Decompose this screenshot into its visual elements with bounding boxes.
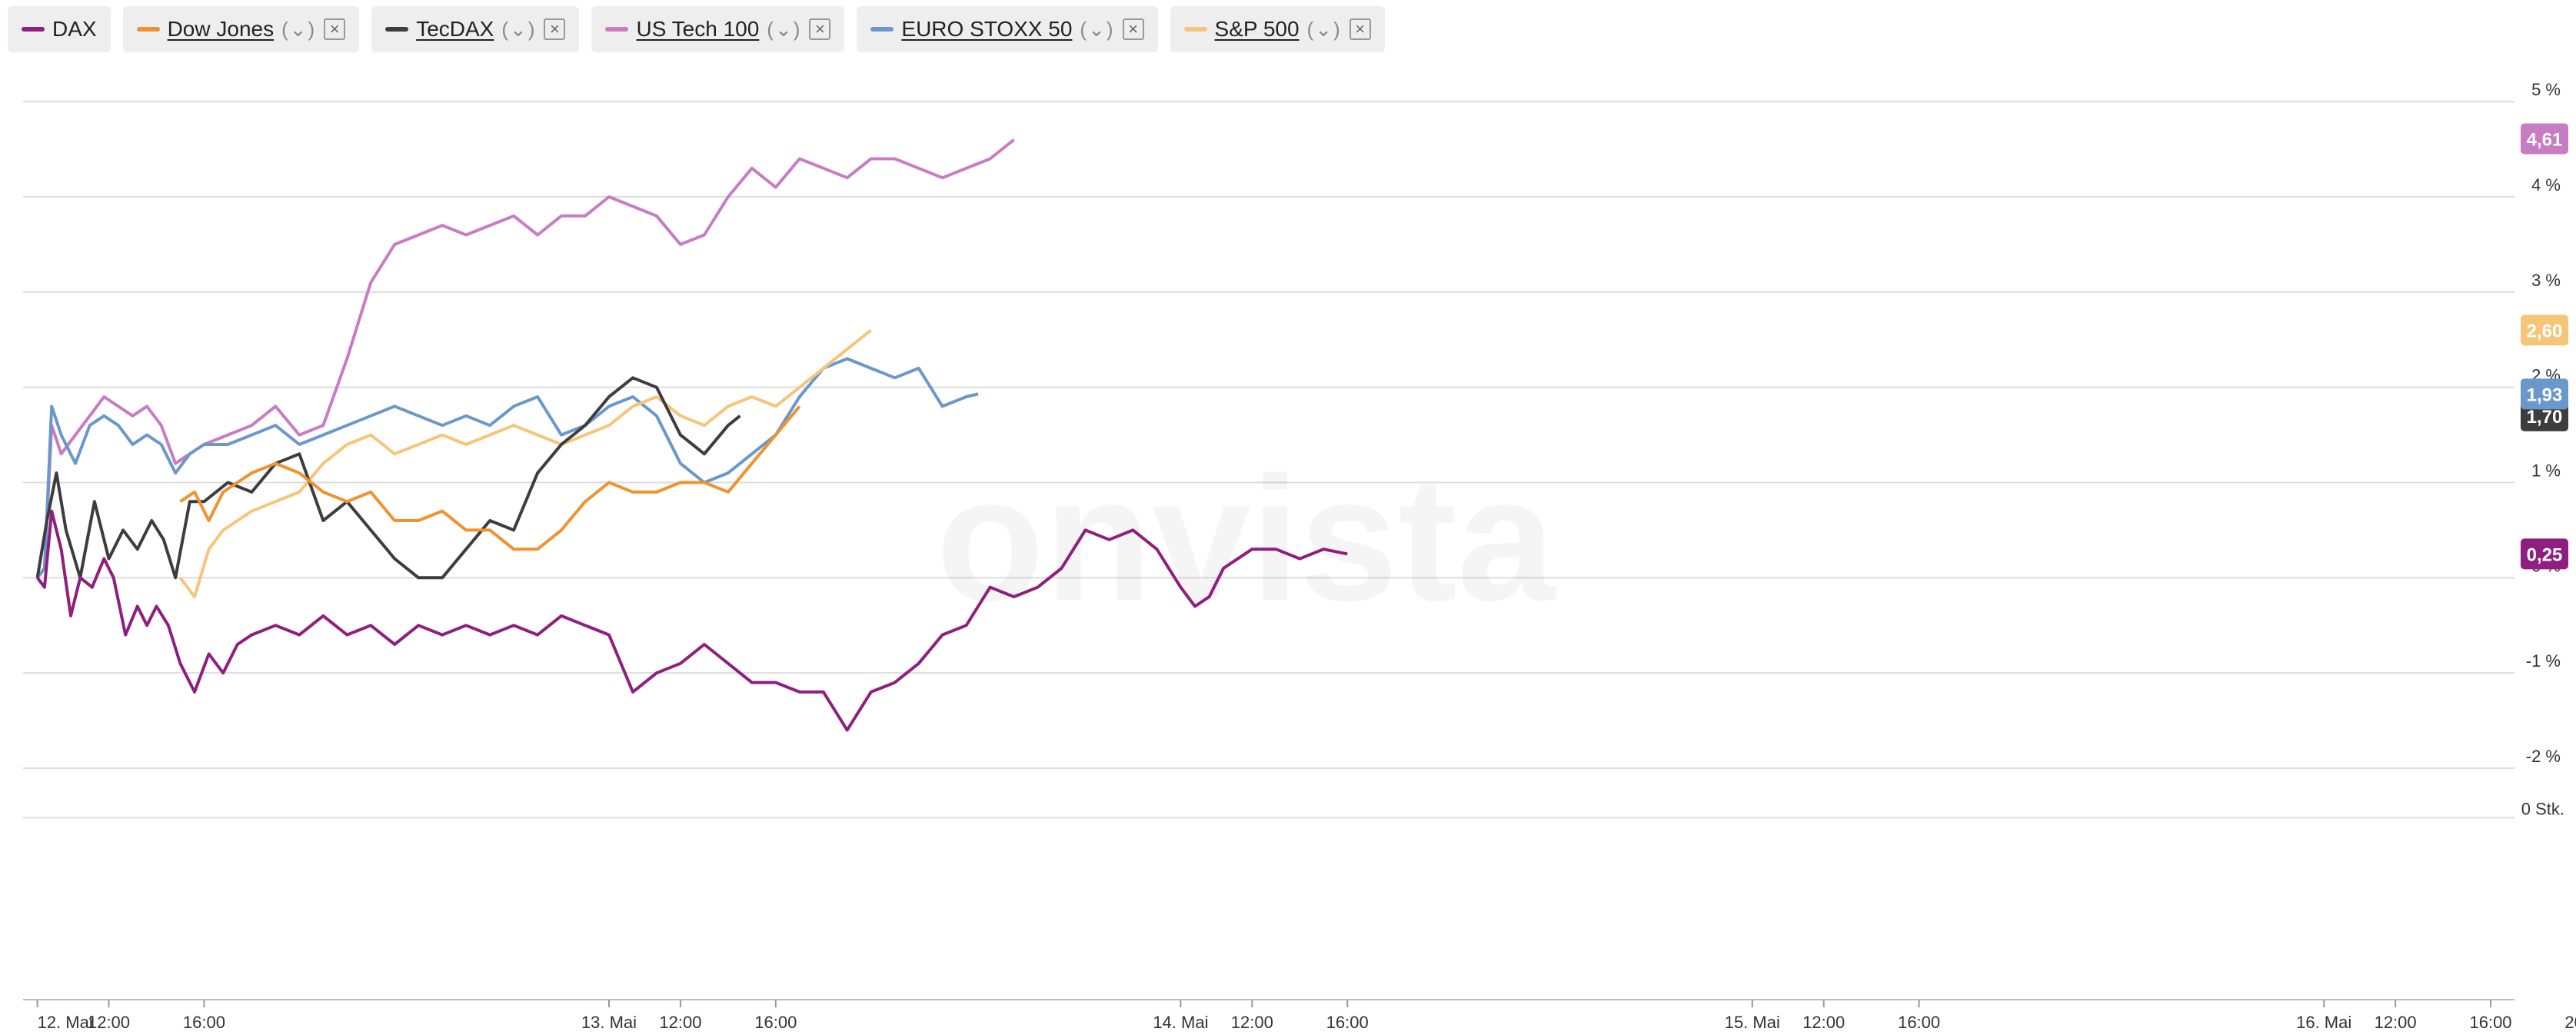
x-tick-label: 12:00 xyxy=(659,1013,701,1032)
x-tick-label: 16:00 xyxy=(1898,1013,1940,1032)
y-tick-label: 1 % xyxy=(2531,461,2561,481)
value-badge xyxy=(2521,314,2568,346)
x-tick-label: 16:00 xyxy=(754,1013,797,1032)
chart-legend: DAX Dow Jones (⌄) × TecDAX (⌄) × US Tech 100 (⌄)… xyxy=(8,6,1385,52)
series-line-euro-stoxx-50 xyxy=(36,357,979,579)
series-layer xyxy=(35,138,1348,732)
legend-item-euro-stoxx-50[interactable]: EURO STOXX 50 (⌄) × xyxy=(857,6,1158,52)
legend-label: Dow Jones xyxy=(167,17,275,41)
close-icon[interactable]: × xyxy=(324,18,346,40)
x-tick-label: 12:00 xyxy=(2375,1013,2417,1032)
x-tick-label: 12:00 xyxy=(88,1013,130,1032)
x-tick-label: 16:00 xyxy=(2469,1013,2511,1032)
x-tick-label: 12:00 xyxy=(1802,1013,1845,1032)
value-badges: 0,25 1,70 4,61 1,93 2,60 xyxy=(2521,123,2568,570)
legend-item-dax[interactable]: DAX xyxy=(8,6,111,52)
chevron-down-icon[interactable]: (⌄) xyxy=(281,17,317,41)
chevron-down-icon[interactable]: (⌄) xyxy=(1080,17,1115,41)
chevron-down-icon[interactable]: (⌄) xyxy=(501,17,537,41)
x-tick-label: 20:00 xyxy=(2564,1013,2576,1032)
chevron-down-icon[interactable]: (⌄) xyxy=(767,17,802,41)
legend-swatch xyxy=(22,27,45,32)
value-badge-label: 1,70 xyxy=(2527,407,2563,428)
y-tick-label: -2 % xyxy=(2526,747,2561,766)
y-tick-label: 5 % xyxy=(2531,80,2561,99)
chevron-down-icon[interactable]: (⌄) xyxy=(1306,17,1342,41)
series-line-dax xyxy=(36,509,1348,732)
value-badge-label: 0,25 xyxy=(2527,544,2563,565)
series-line-dow-jones xyxy=(179,405,801,551)
x-tick-label: 16. Mai xyxy=(2296,1013,2351,1032)
legend-label: TecDAX xyxy=(416,17,494,41)
value-badge-label: 2,60 xyxy=(2527,321,2563,341)
x-tick-label: 12. Mai xyxy=(38,1013,93,1032)
legend-item-dow-jones[interactable]: Dow Jones (⌄) × xyxy=(122,6,360,52)
value-badge xyxy=(2521,123,2568,155)
legend-item-s-p-500[interactable]: S&P 500 (⌄) × xyxy=(1170,6,1385,52)
legend-label: EURO STOXX 50 xyxy=(901,17,1073,41)
legend-swatch xyxy=(385,27,409,32)
watermark: onvista xyxy=(936,440,1556,637)
close-icon[interactable]: × xyxy=(1349,18,1371,40)
legend-swatch xyxy=(1183,27,1207,32)
legend-label: S&P 500 xyxy=(1214,17,1300,41)
value-badge xyxy=(2521,378,2568,410)
value-badge-label: 4,61 xyxy=(2527,129,2563,150)
y-axis: 5 %4 %3 %2 %1 %0 %-1 %-2 %0 Stk. xyxy=(2521,80,2564,818)
legend-item-tecdax[interactable]: TecDAX (⌄) × xyxy=(371,6,580,52)
series-line-s-p-500 xyxy=(178,328,872,599)
series-line-tecdax xyxy=(35,376,741,580)
x-tick-label: 16:00 xyxy=(183,1013,225,1032)
x-tick-label: 15. Mai xyxy=(1725,1013,1780,1032)
x-tick-label: 13. Mai xyxy=(581,1013,637,1032)
volume-label: 0 Stk. xyxy=(2521,799,2564,818)
x-tick-label: 12:00 xyxy=(1231,1013,1273,1032)
y-tick-label: 3 % xyxy=(2531,271,2561,290)
close-icon[interactable]: × xyxy=(809,18,831,40)
y-tick-label: 4 % xyxy=(2531,175,2561,195)
x-tick-label: 16:00 xyxy=(1326,1013,1369,1032)
legend-label: US Tech 100 xyxy=(636,17,760,41)
legend-swatch xyxy=(136,27,160,32)
value-badge xyxy=(2521,538,2568,570)
x-tick-label: 14. Mai xyxy=(1153,1013,1208,1032)
legend-label: DAX xyxy=(52,17,97,41)
close-icon[interactable]: × xyxy=(544,18,566,40)
legend-swatch xyxy=(870,27,894,32)
legend-item-us-tech-100[interactable]: US Tech 100 (⌄) × xyxy=(591,6,845,52)
series-line-us-tech-100 xyxy=(36,138,1015,579)
value-badge-label: 1,93 xyxy=(2527,384,2563,405)
legend-swatch xyxy=(605,27,629,32)
y-tick-label: -1 % xyxy=(2526,651,2561,671)
close-icon[interactable]: × xyxy=(1122,18,1144,40)
